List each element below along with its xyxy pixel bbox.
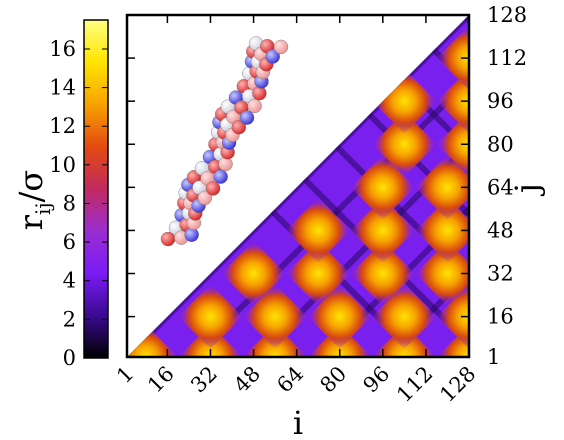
x-tick-label: 32 (186, 362, 222, 398)
heatmap-peak (221, 241, 286, 306)
minimum-line (127, 15, 420, 357)
x-tick-label: 96 (358, 362, 394, 398)
y-tick-label: 80 (487, 132, 514, 156)
molecule-inset (160, 36, 289, 247)
x-tick-label: 128 (435, 362, 480, 407)
heatmap-peak (178, 284, 243, 349)
heatmap-peak (285, 198, 351, 263)
molecule-bead (184, 227, 199, 242)
colorbar-ticks: 0 2 4 6 8 10 12 14 16 (49, 37, 108, 370)
colorbar (83, 19, 109, 359)
heatmap-peak (372, 324, 437, 357)
heatmap-peak (285, 241, 351, 306)
y-tick-label: 32 (487, 262, 514, 286)
heatmap-peak (372, 68, 437, 134)
plot-frame (125, 13, 471, 359)
y-tick-label: 112 (487, 46, 527, 70)
heatmap-peak (372, 284, 437, 349)
molecule-bead (247, 98, 262, 114)
heatmap-peak (436, 111, 469, 177)
heatmap-peak (415, 198, 469, 263)
heatmap-peak (372, 111, 437, 177)
colorbar-tick-label: 14 (49, 76, 76, 100)
y-tick-label: 96 (487, 89, 514, 113)
x-tick-label: 48 (229, 362, 265, 398)
x-tick-label: 112 (392, 362, 437, 407)
molecule-bead (231, 120, 246, 135)
x-tick-label: 1 (112, 362, 138, 388)
minimum-line (127, 15, 469, 357)
y-tick-label: 1 (487, 345, 500, 369)
colorbar-title: rij/σ (12, 170, 55, 231)
heatmap-peak (415, 155, 469, 220)
x-axis-title: i (293, 404, 303, 440)
heatmap-peak (242, 324, 308, 357)
molecule-bead (218, 156, 233, 172)
colorbar-tick-label: 2 (63, 307, 76, 331)
colorbar-tick-label: 4 (63, 269, 76, 293)
colorbar-tick-label: 0 (63, 346, 76, 370)
molecule-bead (265, 49, 280, 64)
molecule-bead (197, 190, 212, 206)
colorbar-tick-label: 8 (63, 191, 76, 215)
colorbar-tick-label: 12 (49, 114, 76, 138)
heatmap-peak (436, 68, 469, 134)
x-tick-label: 16 (143, 362, 179, 398)
molecule-bead (205, 181, 221, 196)
heatmap-peak (436, 324, 469, 357)
y-tick-label: 16 (487, 305, 514, 329)
colorbar-tick-label: 6 (63, 230, 76, 254)
y-axis-ticks: 1 16 32 48 64 80 96 112 128 (127, 3, 527, 369)
y-tick-label: 48 (487, 218, 514, 242)
heatmap-peaks (127, 25, 469, 357)
heatmap-peak (178, 324, 243, 357)
x-tick-label: 80 (315, 362, 351, 398)
molecule-bead (213, 169, 228, 184)
heatmap-peak (350, 198, 416, 263)
colorbar-tick-label: 10 (49, 153, 76, 177)
heatmap-peak (415, 241, 469, 306)
y-tick-label: 64 (487, 175, 514, 199)
heatmap-peak (350, 241, 416, 306)
y-axis-title: j (508, 183, 546, 197)
molecule-bead (239, 110, 255, 125)
heatmap-peak (350, 155, 416, 220)
minimum-line (127, 15, 469, 357)
heatmap-peak (307, 324, 373, 357)
colorbar-tick-label: 16 (49, 37, 76, 61)
x-tick-label: 64 (272, 362, 308, 398)
molecule-bead (273, 39, 289, 55)
y-tick-label: 128 (487, 3, 527, 27)
heatmap-peak (436, 25, 469, 91)
